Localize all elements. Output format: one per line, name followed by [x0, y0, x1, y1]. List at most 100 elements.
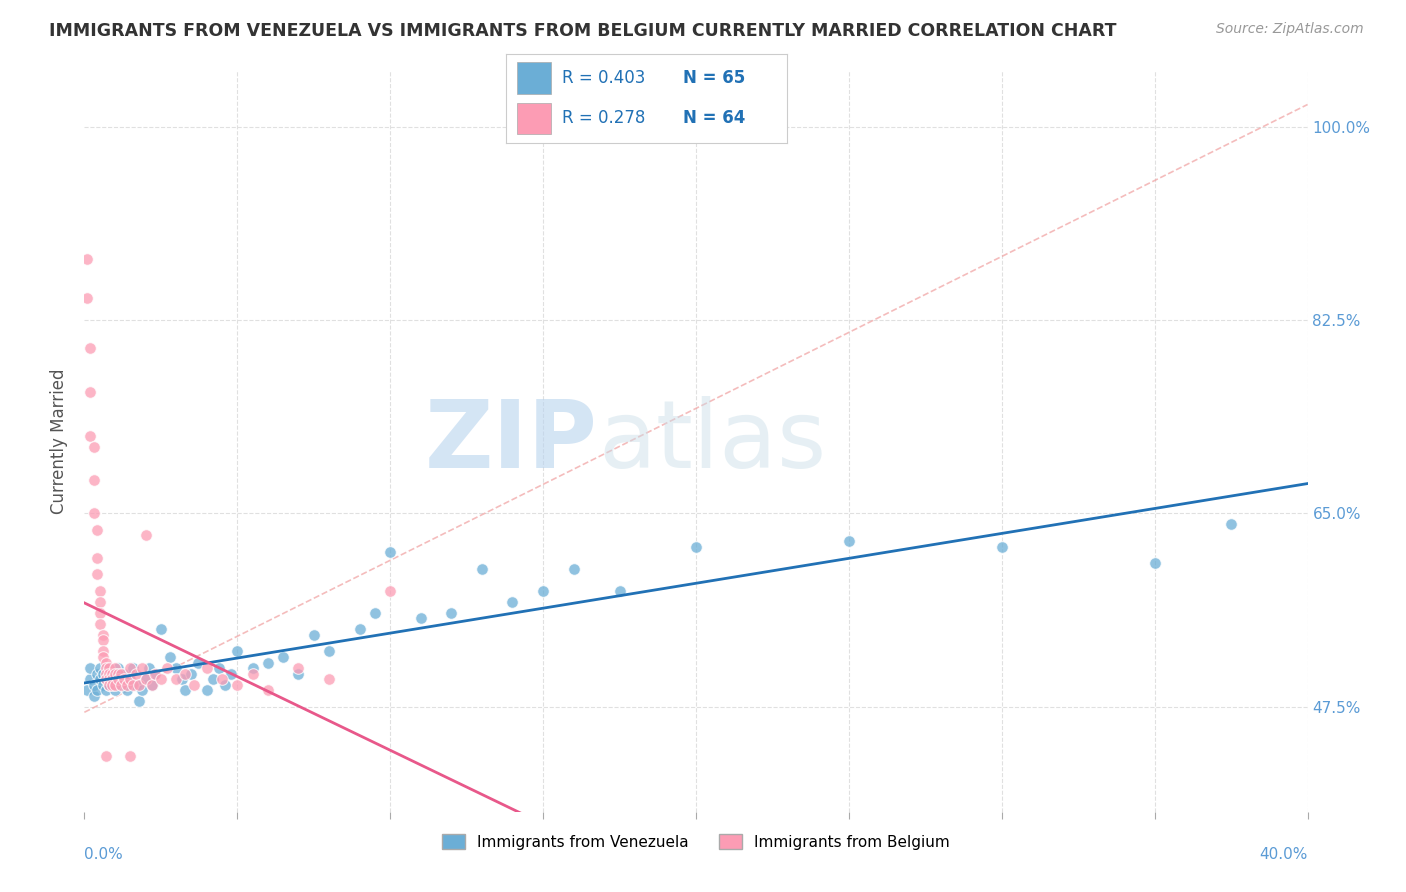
Point — [685, 540, 707, 554]
Point — [125, 678, 148, 692]
Text: 0.0%: 0.0% — [84, 847, 124, 862]
Point — [211, 672, 233, 686]
Point — [149, 672, 172, 686]
Point — [271, 650, 294, 665]
Point — [120, 661, 142, 675]
Point — [186, 656, 208, 670]
Point — [174, 666, 197, 681]
Point — [125, 666, 148, 681]
Text: atlas: atlas — [598, 395, 827, 488]
Point — [364, 606, 387, 620]
Point — [128, 678, 150, 692]
Point — [141, 678, 163, 692]
Point — [104, 672, 127, 686]
Point — [226, 678, 249, 692]
Point — [838, 533, 860, 548]
Point — [195, 661, 218, 675]
Text: R = 0.278: R = 0.278 — [562, 109, 645, 127]
Point — [83, 678, 105, 692]
Text: ZIP: ZIP — [425, 395, 598, 488]
Point — [91, 650, 114, 665]
Point — [287, 661, 309, 675]
Point — [89, 661, 111, 675]
Point — [83, 507, 105, 521]
Point — [89, 583, 111, 598]
Point — [97, 666, 120, 681]
Point — [471, 561, 494, 575]
Point — [120, 672, 142, 686]
Point — [86, 666, 108, 681]
Point — [89, 595, 111, 609]
Text: IMMIGRANTS FROM VENEZUELA VS IMMIGRANTS FROM BELGIUM CURRENTLY MARRIED CORRELATI: IMMIGRANTS FROM VENEZUELA VS IMMIGRANTS … — [49, 22, 1116, 40]
Point — [91, 633, 114, 648]
Point — [94, 683, 117, 698]
Point — [201, 672, 224, 686]
Point — [97, 661, 120, 675]
Point — [242, 661, 264, 675]
Point — [143, 666, 166, 681]
Point — [101, 678, 124, 692]
Point — [302, 628, 325, 642]
Point — [120, 749, 142, 764]
Point — [502, 595, 524, 609]
Point — [112, 666, 135, 681]
Point — [97, 661, 120, 675]
Point — [242, 666, 264, 681]
Point — [149, 623, 172, 637]
Bar — [517, 62, 551, 94]
Point — [122, 678, 145, 692]
Point — [94, 661, 117, 675]
Point — [107, 661, 129, 675]
Point — [97, 678, 120, 692]
Point — [76, 291, 98, 305]
Point — [76, 683, 98, 698]
Point — [131, 661, 153, 675]
Point — [349, 623, 371, 637]
Point — [214, 678, 236, 692]
Point — [531, 583, 554, 598]
Point — [165, 661, 187, 675]
Point — [79, 384, 101, 399]
Point — [79, 672, 101, 686]
Point — [89, 606, 111, 620]
Point — [159, 650, 181, 665]
Point — [91, 666, 114, 681]
Bar — [517, 103, 551, 134]
Point — [79, 661, 101, 675]
Point — [94, 666, 117, 681]
Point — [101, 666, 124, 681]
Text: Source: ZipAtlas.com: Source: ZipAtlas.com — [1216, 22, 1364, 37]
Point — [107, 672, 129, 686]
Point — [112, 672, 135, 686]
Point — [1220, 517, 1243, 532]
Point — [440, 606, 463, 620]
Point — [318, 644, 340, 658]
Point — [174, 683, 197, 698]
Point — [562, 561, 585, 575]
Point — [79, 341, 101, 355]
Text: N = 65: N = 65 — [683, 69, 745, 87]
Point — [104, 666, 127, 681]
Point — [86, 550, 108, 565]
Point — [86, 567, 108, 582]
Point — [86, 523, 108, 537]
Point — [135, 672, 157, 686]
Point — [94, 672, 117, 686]
Point — [165, 672, 187, 686]
Legend: Immigrants from Venezuela, Immigrants from Belgium: Immigrants from Venezuela, Immigrants fr… — [436, 828, 956, 856]
Point — [83, 440, 105, 454]
Point — [122, 661, 145, 675]
Point — [91, 628, 114, 642]
Point — [195, 683, 218, 698]
Point — [257, 656, 280, 670]
Point — [226, 644, 249, 658]
Point — [104, 678, 127, 692]
Point — [143, 666, 166, 681]
Point — [138, 661, 160, 675]
Point — [609, 583, 631, 598]
Point — [91, 644, 114, 658]
Point — [380, 545, 402, 559]
Point — [89, 616, 111, 631]
Point — [219, 666, 242, 681]
Point — [991, 540, 1014, 554]
